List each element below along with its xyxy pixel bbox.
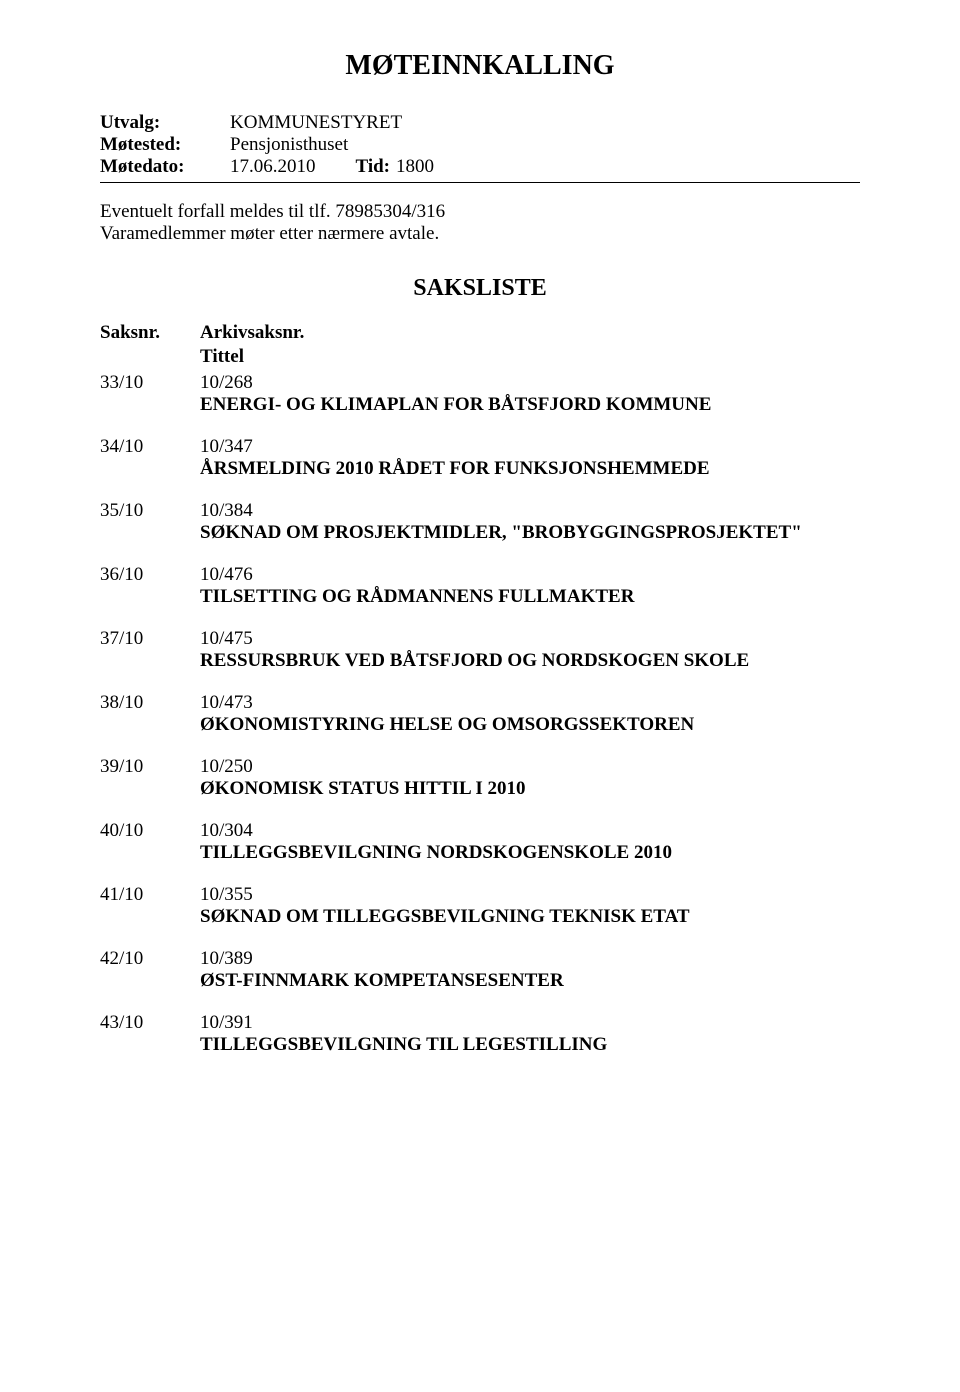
meeting-info-section: Utvalg: KOMMUNESTYRET Møtested: Pensjoni… <box>100 112 860 178</box>
case-row: 35/1010/384 <box>100 500 860 522</box>
case-title: ÅRSMELDING 2010 RÅDET FOR FUNKSJONSHEMME… <box>200 458 860 480</box>
case-number: 42/10 <box>100 948 200 970</box>
info-row-utvalg: Utvalg: KOMMUNESTYRET <box>100 112 860 134</box>
motedato-label: Møtedato: <box>100 156 230 178</box>
case-title: TILLEGGSBEVILGNING TIL LEGESTILLING <box>200 1034 860 1056</box>
main-title: MØTEINNKALLING <box>100 50 860 82</box>
case-number: 33/10 <box>100 372 200 394</box>
case-title: ØST-FINNMARK KOMPETANSESENTER <box>200 970 860 992</box>
case-title: ØKONOMISTYRING HELSE OG OMSORGSSEKTOREN <box>200 714 860 736</box>
case-row: 34/1010/347 <box>100 436 860 458</box>
case-arkiv: 10/355 <box>200 884 860 906</box>
case-arkiv: 10/389 <box>200 948 860 970</box>
case-title: TILSETTING OG RÅDMANNENS FULLMAKTER <box>200 586 860 608</box>
case-number: 43/10 <box>100 1012 200 1034</box>
case-number: 39/10 <box>100 756 200 778</box>
forfall-line-2: Varamedlemmer møter etter nærmere avtale… <box>100 223 860 245</box>
info-row-motested: Møtested: Pensjonisthuset <box>100 134 860 156</box>
case-row: 42/1010/389 <box>100 948 860 970</box>
case-item: 33/1010/268ENERGI- OG KLIMAPLAN FOR BÅTS… <box>100 372 860 416</box>
case-arkiv: 10/347 <box>200 436 860 458</box>
case-number: 40/10 <box>100 820 200 842</box>
case-item: 34/1010/347ÅRSMELDING 2010 RÅDET FOR FUN… <box>100 436 860 480</box>
case-item: 36/1010/476TILSETTING OG RÅDMANNENS FULL… <box>100 564 860 608</box>
case-item: 38/1010/473ØKONOMISTYRING HELSE OG OMSOR… <box>100 692 860 736</box>
case-item: 40/1010/304TILLEGGSBEVILGNING NORDSKOGEN… <box>100 820 860 864</box>
case-item: 37/1010/475RESSURSBRUK VED BÅTSFJORD OG … <box>100 628 860 672</box>
case-row: 36/1010/476 <box>100 564 860 586</box>
cases-list: 33/1010/268ENERGI- OG KLIMAPLAN FOR BÅTS… <box>100 372 860 1056</box>
case-arkiv: 10/268 <box>200 372 860 394</box>
case-row: 38/1010/473 <box>100 692 860 714</box>
case-arkiv: 10/391 <box>200 1012 860 1034</box>
case-number: 34/10 <box>100 436 200 458</box>
header-tittel: Tittel <box>200 346 860 368</box>
case-title: ØKONOMISK STATUS HITTIL I 2010 <box>200 778 860 800</box>
case-row: 39/1010/250 <box>100 756 860 778</box>
case-number: 35/10 <box>100 500 200 522</box>
saksliste-title: SAKSLISTE <box>100 275 860 302</box>
case-title: SØKNAD OM PROSJEKTMIDLER, "BROBYGGINGSPR… <box>200 522 860 544</box>
case-title: RESSURSBRUK VED BÅTSFJORD OG NORDSKOGEN … <box>200 650 860 672</box>
case-title: SØKNAD OM TILLEGGSBEVILGNING TEKNISK ETA… <box>200 906 860 928</box>
case-arkiv: 10/473 <box>200 692 860 714</box>
info-row-motedato: Møtedato: 17.06.2010 Tid: 1800 <box>100 156 860 178</box>
case-arkiv: 10/304 <box>200 820 860 842</box>
case-arkiv: 10/250 <box>200 756 860 778</box>
case-row: 33/1010/268 <box>100 372 860 394</box>
case-item: 35/1010/384SØKNAD OM PROSJEKTMIDLER, "BR… <box>100 500 860 544</box>
tid-label: Tid: <box>356 156 391 178</box>
case-item: 41/1010/355SØKNAD OM TILLEGGSBEVILGNING … <box>100 884 860 928</box>
motedato-value: 17.06.2010 <box>230 156 316 178</box>
utvalg-label: Utvalg: <box>100 112 230 134</box>
utvalg-value: KOMMUNESTYRET <box>230 112 860 134</box>
case-number: 37/10 <box>100 628 200 650</box>
case-title: TILLEGGSBEVILGNING NORDSKOGENSKOLE 2010 <box>200 842 860 864</box>
cases-header-row: Saksnr. Arkivsaksnr. <box>100 322 860 344</box>
case-number: 36/10 <box>100 564 200 586</box>
case-item: 43/1010/391TILLEGGSBEVILGNING TIL LEGEST… <box>100 1012 860 1056</box>
case-item: 39/1010/250ØKONOMISK STATUS HITTIL I 201… <box>100 756 860 800</box>
motested-value: Pensjonisthuset <box>230 134 860 156</box>
tid-value: 1800 <box>396 156 434 178</box>
case-arkiv: 10/475 <box>200 628 860 650</box>
header-saksnr: Saksnr. <box>100 322 200 344</box>
header-arkivsaksnr: Arkivsaksnr. <box>200 322 860 344</box>
case-arkiv: 10/476 <box>200 564 860 586</box>
divider-line <box>100 182 860 183</box>
case-arkiv: 10/384 <box>200 500 860 522</box>
case-number: 38/10 <box>100 692 200 714</box>
case-row: 43/1010/391 <box>100 1012 860 1034</box>
forfall-line-1: Eventuelt forfall meldes til tlf. 789853… <box>100 201 860 223</box>
case-number: 41/10 <box>100 884 200 906</box>
motested-label: Møtested: <box>100 134 230 156</box>
case-item: 42/1010/389ØST-FINNMARK KOMPETANSESENTER <box>100 948 860 992</box>
case-row: 40/1010/304 <box>100 820 860 842</box>
forfall-section: Eventuelt forfall meldes til tlf. 789853… <box>100 201 860 245</box>
case-title: ENERGI- OG KLIMAPLAN FOR BÅTSFJORD KOMMU… <box>200 394 860 416</box>
case-row: 41/1010/355 <box>100 884 860 906</box>
case-row: 37/1010/475 <box>100 628 860 650</box>
